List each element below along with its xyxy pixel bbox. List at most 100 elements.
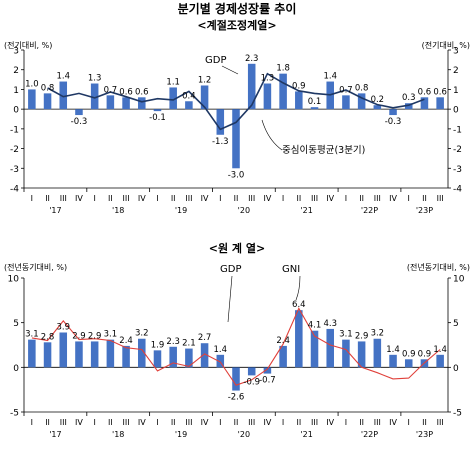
chart2-bar	[326, 328, 334, 368]
chart2-quarter-label: II	[108, 418, 113, 427]
chart1-data-label: 0.3	[402, 93, 416, 103]
chart2-year-label: '23P	[416, 430, 433, 439]
chart1-data-label: 1.4	[323, 72, 337, 82]
chart1-quarter-label: I	[156, 194, 158, 203]
chart1-data-label: -3.0	[228, 170, 245, 180]
chart2-bar	[200, 343, 209, 368]
chart1-data-label: 0.6	[135, 87, 149, 97]
chart1-unit-left: (전기대비, %)	[4, 40, 52, 50]
chart1-year-label: '17	[49, 206, 61, 215]
chart2-bar	[90, 341, 99, 368]
chart2-data-label: 2.9	[72, 331, 86, 341]
chart2-data-label: 1.4	[386, 345, 400, 355]
chart2-quarter-label: IV	[263, 418, 271, 427]
chart1-data-label: -0.3	[71, 117, 88, 127]
chart2-data-label: 2.4	[276, 336, 290, 346]
chart1-quarter-label: III	[185, 194, 192, 203]
chart1-bar	[357, 93, 366, 110]
chart1-bar	[436, 97, 444, 110]
chart2-year-label: '19	[175, 430, 187, 439]
chart2-data-label: 4.1	[308, 321, 322, 331]
chart1-ytick-label-left: 3	[13, 47, 19, 57]
chart2-quarter-label: III	[437, 418, 444, 427]
chart2-bar	[43, 342, 52, 368]
chart2-bar	[169, 346, 177, 368]
chart2-bar	[342, 339, 350, 368]
chart2-unit-right: (전년동기대비, %)	[407, 262, 470, 272]
chart2-year-label: '22P	[361, 430, 378, 439]
chart1-quarter-label: III	[60, 194, 67, 203]
chart2-quarter-label: IV	[138, 418, 146, 427]
chart1-quarter-label: III	[123, 194, 130, 203]
chart2-data-label: 6.4	[292, 300, 306, 310]
chart2-quarter-label: III	[123, 418, 130, 427]
chart2-gdp-leader	[227, 275, 233, 323]
chart2-data-label: 0.9	[402, 349, 416, 359]
chart1-data-label: 0.6	[433, 87, 447, 97]
chart2-ytick-label-right: 0	[453, 364, 459, 374]
chart2-quarter-label: I	[282, 418, 284, 427]
chart1-ytick-label-right: -1	[453, 125, 462, 135]
chart1-subtitle: <계절조정계열>	[197, 18, 276, 32]
chart2-bar	[75, 341, 83, 368]
chart2-quarter-label: II	[45, 418, 50, 427]
chart1-ytick-label-left: -3	[10, 165, 19, 175]
chart2-data-label: 1.9	[151, 340, 165, 350]
chart2-year-label: '21	[300, 430, 312, 439]
chart1-quarter-label: I	[31, 194, 33, 203]
chart1-quarter-label: IV	[75, 194, 83, 203]
chart1-bar	[420, 97, 429, 110]
chart2-year-label: '17	[49, 430, 61, 439]
chart2-data-label: 3.1	[104, 330, 118, 340]
chart2-bar	[106, 339, 115, 368]
chart2-year-label: '18	[112, 430, 124, 439]
chart1-bar	[247, 63, 256, 110]
chart1-bar	[295, 91, 303, 110]
main-title: 분기별 경제성장률 추이	[178, 1, 297, 16]
chart1-data-label: 1.8	[276, 64, 290, 74]
chart2-quarter-label: I	[219, 418, 221, 427]
chart2-data-label: 2.8	[41, 332, 55, 342]
chart2-data-label: 2.9	[88, 331, 102, 341]
chart1-quarter-label: I	[282, 194, 284, 203]
chart1-data-label: 1.3	[88, 74, 102, 84]
chart1-ytick-label-right: 2	[453, 66, 459, 76]
chart2-data-label: 1.4	[214, 345, 228, 355]
chart1-bar	[279, 73, 287, 110]
chart2-quarter-label: I	[408, 418, 410, 427]
chart2-data-label: 2.4	[119, 336, 133, 346]
chart2-bar	[59, 332, 68, 368]
chart1-year-label: '20	[238, 206, 250, 215]
chart1-data-label: -0.1	[149, 113, 166, 123]
chart2-quarter-label: III	[248, 418, 255, 427]
chart2-data-label: 1.4	[433, 345, 447, 355]
chart2-quarter-label: I	[345, 418, 347, 427]
chart1-quarter-label: II	[234, 194, 239, 203]
chart1-year-label: '21	[300, 206, 312, 215]
chart1-ytick-label-right: -4	[453, 185, 462, 195]
chart1-ytick-label-right: 1	[453, 86, 459, 96]
chart1-data-label: 0.7	[339, 85, 353, 95]
chart1-quarter-label: II	[422, 194, 427, 203]
chart1-unit-right: (전기대비, %)	[422, 40, 470, 50]
chart1-bar	[169, 87, 177, 110]
chart1-year-label: '19	[175, 206, 187, 215]
chart1-data-label: -0.3	[385, 117, 402, 127]
chart2-gni-leader	[295, 275, 301, 301]
chart1-ytick-label-left: 1	[13, 86, 19, 96]
chart1-gdp-label: GDP	[205, 55, 226, 66]
chart1-bar	[389, 109, 397, 116]
chart2-quarter-label: III	[185, 418, 192, 427]
chart2-ytick-label-right: -5	[453, 409, 462, 419]
chart2-bar	[389, 354, 397, 368]
chart2-data-label: 2.7	[198, 333, 212, 343]
chart1-quarter-label: IV	[201, 194, 209, 203]
chart1-bar	[75, 109, 83, 116]
chart1-bar	[106, 95, 115, 110]
chart1-quarter-label: II	[45, 194, 50, 203]
chart2-data-label: -0.9	[243, 377, 260, 387]
chart2-data-label: 3.1	[339, 330, 353, 340]
chart2-quarter-label: I	[156, 418, 158, 427]
chart1-ytick-label-left: -1	[10, 125, 19, 135]
chart2-data-label: 2.3	[166, 337, 180, 347]
